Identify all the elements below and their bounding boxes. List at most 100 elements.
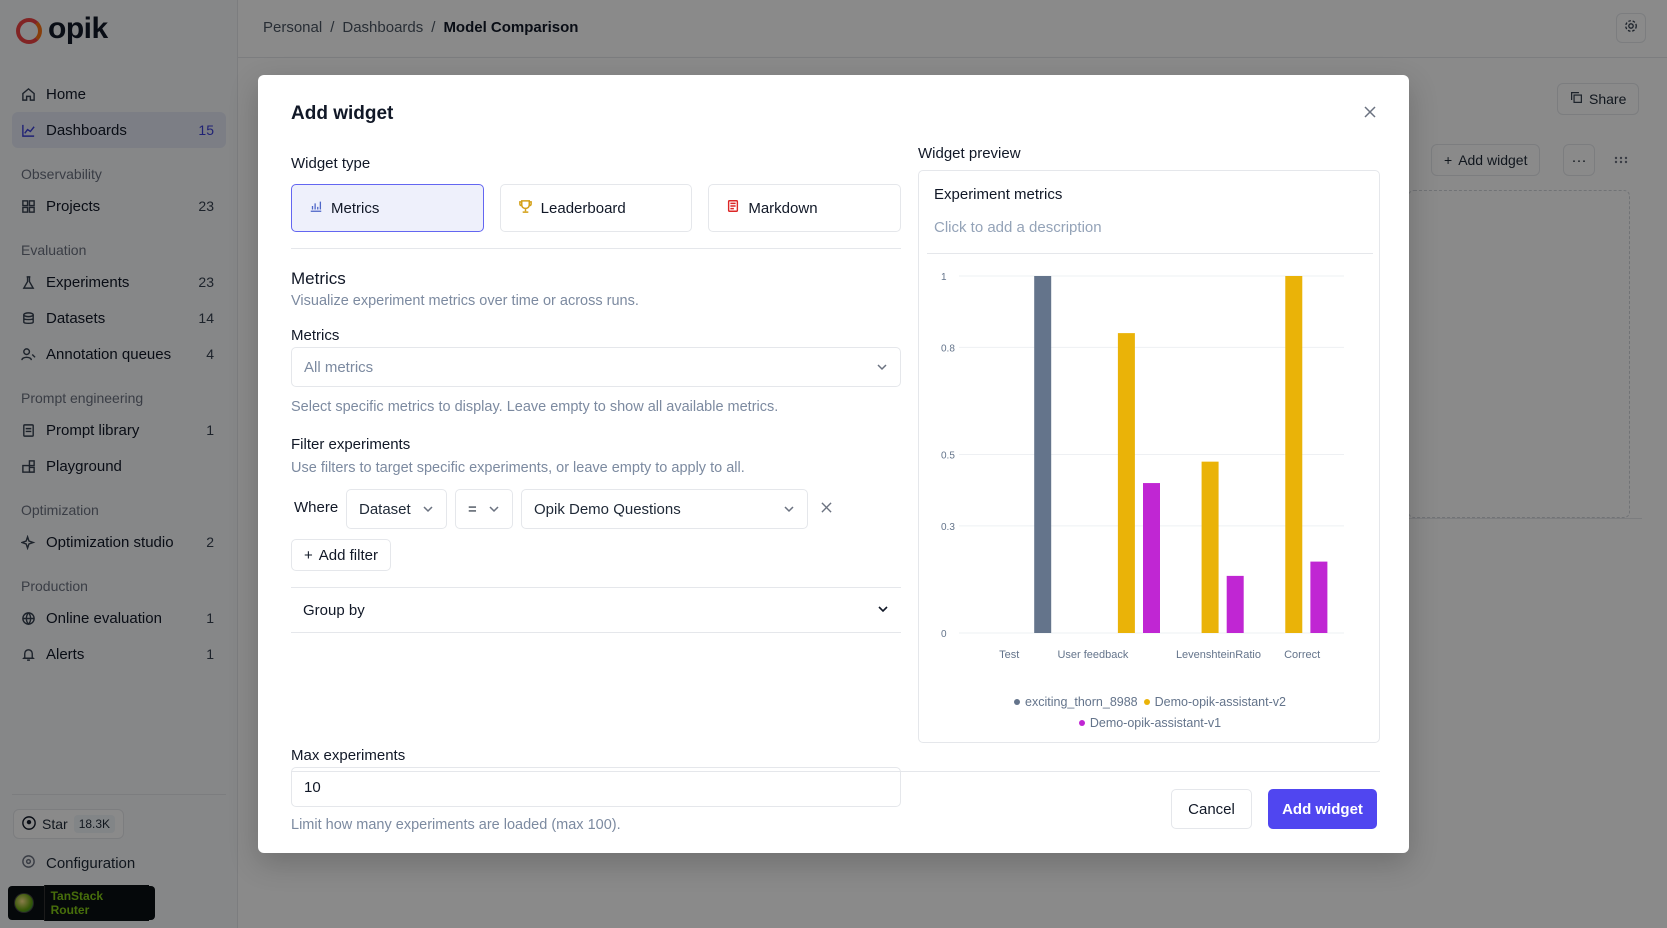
max-experiments-input[interactable]: 10 [291,767,901,807]
widget-type-label: Metrics [331,199,380,217]
add-widget-button[interactable]: Add widget [1268,789,1377,829]
preview-description[interactable]: Click to add a description [934,219,1102,236]
metrics-select-placeholder: All metrics [304,358,374,376]
metrics-field-label: Metrics [291,327,340,344]
plus-icon: + [304,546,313,564]
section-optimization: Optimization [21,502,99,518]
metrics-heading: Metrics [291,269,346,288]
opik-logo[interactable]: opik [16,12,108,46]
dialog-title: Add widget [291,103,394,124]
filter-where-label: Where [294,499,339,516]
widget-preview-label: Widget preview [918,145,1021,162]
preview-title[interactable]: Experiment metrics [934,186,1063,203]
sidebar-item-count: 1 [206,610,214,626]
cancel-button[interactable]: Cancel [1171,789,1252,829]
sidebar-item-datasets[interactable]: Datasets 14 [12,300,226,336]
sidebar-item-count: 23 [198,274,214,290]
widget-type-label: Leaderboard [540,199,626,217]
github-star-button[interactable]: Star 18.3K [13,809,125,839]
filter-value-select[interactable]: Opik Demo Questions [521,489,808,529]
chevron-down-icon [783,503,795,515]
section-divider [291,632,901,633]
metrics-select[interactable]: All metrics [291,347,901,387]
chart-line-icon [21,123,36,138]
sidebar-item-label: Datasets [46,309,106,327]
dashboard-divider [1408,518,1642,519]
sidebar-item-count: 15 [198,122,214,138]
background-add-widget-button[interactable]: + Add widget [1431,144,1541,176]
share-button[interactable]: Share [1557,83,1640,115]
widget-type-options: Metrics Leaderboard Markdown [291,184,902,232]
blocks-icon [21,459,36,474]
sidebar-item-optimization-studio[interactable]: Optimization studio 2 [12,524,226,560]
chevron-down-icon [488,503,500,515]
globe-icon [21,611,36,626]
tanstack-devtools-button[interactable]: TanStack Router [8,885,155,921]
sidebar-item-count: 4 [206,346,214,362]
filter-operator-select[interactable]: = [455,489,513,529]
breadcrumb-personal[interactable]: Personal [263,19,323,36]
bar [1285,276,1303,633]
widget-preview-card: Experiment metrics Click to add a descri… [918,170,1380,743]
y-tick-label: 0.3 [941,522,955,533]
widget-type-metrics[interactable]: Metrics [291,184,484,232]
section-divider [291,248,901,249]
plus-icon: + [1444,152,1453,168]
filter-label: Filter experiments [291,436,411,453]
widget-type-leaderboard[interactable]: Leaderboard [499,184,693,232]
max-experiments-help: Limit how many experiments are loaded (m… [291,817,621,833]
sidebar-item-prompt-library[interactable]: Prompt library 1 [12,412,226,448]
configuration-label: Configuration [46,855,136,872]
remove-filter-icon[interactable] [821,500,837,516]
settings-button[interactable] [1616,13,1646,43]
sidebar-item-annotation-queues[interactable]: Annotation queues 4 [12,336,226,372]
widget-type-markdown[interactable]: Markdown [708,184,902,232]
legend-item[interactable]: Demo-opik-assistant-v1 [1078,713,1221,733]
bar [1034,276,1052,633]
section-divider [291,587,901,588]
sidebar-item-dashboards[interactable]: Dashboards 15 [12,112,226,148]
y-tick-label: 1 [941,272,947,283]
breadcrumb: Personal / Dashboards / Model Comparison [263,19,578,36]
y-tick-label: 0 [941,629,947,640]
ellipsis-icon: ··· [1571,151,1587,169]
add-filter-label: Add filter [318,546,378,564]
chevron-down-icon [876,361,888,373]
sidebar-item-count: 2 [206,534,214,550]
legend-label: Demo-opik-assistant-v2 [1154,695,1286,709]
legend-item[interactable]: Demo-opik-assistant-v2 [1143,692,1286,712]
add-filter-button[interactable]: + Add filter [291,539,391,571]
sidebar-item-projects[interactable]: Projects 23 [12,188,226,224]
sidebar-nav: Home Dashboards 15 Observability Project… [12,76,226,672]
filter-field-select[interactable]: Dataset [346,489,447,529]
more-options-button[interactable]: ··· [1563,144,1595,176]
configuration-link[interactable]: Configuration [21,854,135,873]
sidebar-item-label: Projects [46,197,101,215]
sidebar-item-count: 1 [206,422,214,438]
star-count: 18.3K [73,815,116,833]
metrics-description: Visualize experiment metrics over time o… [291,293,639,309]
metrics-help-text: Select specific metrics to display. Leav… [291,399,779,415]
bar [1310,561,1328,633]
document-icon [726,199,740,217]
star-label: Star [42,816,68,832]
group-by-accordion[interactable]: Group by [291,588,901,632]
max-experiments-label: Max experiments [291,747,406,764]
legend-item[interactable]: exciting_thorn_8988 [1014,692,1138,712]
sidebar-item-home[interactable]: Home [12,76,226,112]
drag-grid-icon[interactable] [1613,152,1629,168]
sidebar-item-experiments[interactable]: Experiments 23 [12,264,226,300]
sidebar-item-label: Home [46,85,87,103]
sidebar-item-playground[interactable]: Playground [12,448,226,484]
topbar: Personal / Dashboards / Model Comparison [238,0,1667,58]
chevron-down-icon [422,503,434,515]
sidebar-item-online-evaluation[interactable]: Online evaluation 1 [12,600,226,636]
close-icon[interactable] [1361,103,1379,121]
share-label: Share [1589,91,1627,107]
filter-help-text: Use filters to target specific experimen… [291,460,745,476]
sidebar-item-alerts[interactable]: Alerts 1 [12,636,226,672]
widget-type-label: Markdown [748,199,818,217]
breadcrumb-dashboards[interactable]: Dashboards [342,19,424,36]
footer-divider [291,771,1380,772]
sidebar-item-label: Dashboards [46,121,127,139]
